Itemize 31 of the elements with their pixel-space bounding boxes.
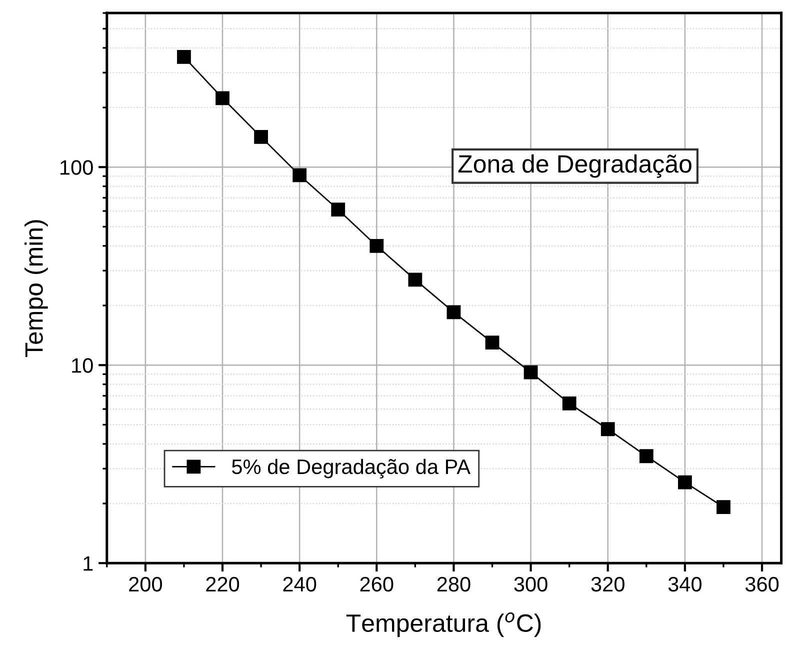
- point: [408, 272, 422, 287]
- point: [292, 168, 307, 182]
- x-tick-label: 260: [360, 576, 394, 592]
- y-tick-label: 10: [72, 358, 93, 373]
- y-tick-label: 100: [60, 160, 93, 175]
- y-axis-title: Tempo (min): [24, 220, 48, 357]
- x-tick-label: 200: [129, 576, 162, 592]
- x-tick-label: 220: [206, 576, 240, 592]
- x-axis-title: Temperatura ($^{o}$C): [346, 612, 541, 637]
- point: [678, 475, 692, 490]
- legend-label: 5% de Degradação da PA: [232, 458, 471, 478]
- point: [177, 50, 191, 64]
- y-tick-label: 1: [84, 556, 93, 571]
- point: [639, 449, 654, 464]
- annotation: Zona de Degradação: [458, 154, 692, 178]
- point: [254, 130, 268, 144]
- point: [716, 500, 730, 514]
- x-tick-label: 240: [283, 576, 316, 592]
- point: [331, 202, 346, 217]
- x-tick-label: 300: [514, 576, 548, 592]
- x-tick-label: 280: [437, 576, 470, 592]
- point: [562, 396, 576, 410]
- point: [600, 422, 615, 436]
- point: [485, 336, 500, 350]
- x-tick-label: 320: [591, 576, 624, 592]
- point: [446, 305, 461, 320]
- point: [216, 91, 230, 106]
- point: [370, 238, 384, 253]
- point: [524, 365, 538, 380]
- x-tick-label: 360: [745, 576, 779, 592]
- x-tick-label: 340: [668, 576, 702, 592]
